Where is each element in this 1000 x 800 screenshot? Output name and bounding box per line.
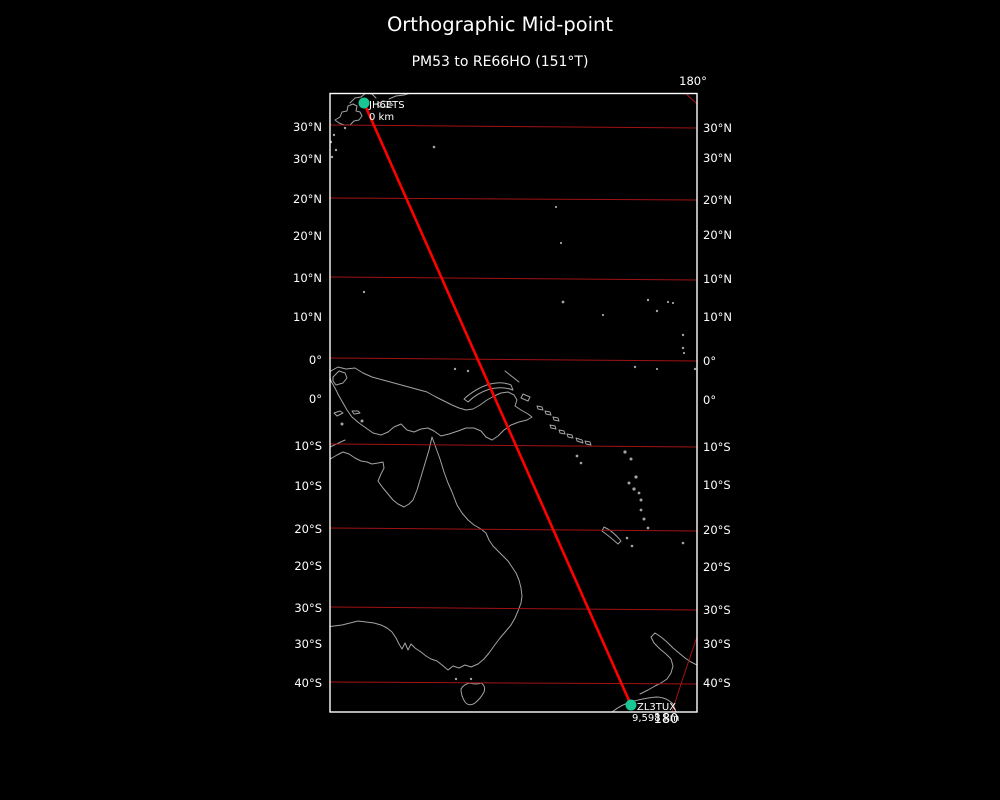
lat-tick-label: 10°N [703, 272, 732, 286]
meridian-gridlines [671, 93, 697, 712]
end-marker-distance: 9,598 km [632, 713, 680, 724]
meridian-label-bottom: 180 [653, 712, 679, 727]
lat-tick-label: 20°N [703, 228, 732, 242]
lat-tick-label: 30°S [703, 603, 731, 617]
lat-tick-label: 30°S [703, 637, 731, 651]
lat-tick-label: 10°N [703, 310, 732, 324]
lat-tick-label: 30°N [703, 121, 732, 135]
lat-tick-label: 30°S [294, 637, 322, 651]
lat-tick-label: 10°S [703, 478, 731, 492]
map-border [329, 92, 698, 713]
start-marker-callsign: JH6ETS [369, 100, 405, 111]
start-marker-dot [358, 97, 370, 109]
page-title: Orthographic Mid-point [386, 13, 614, 36]
lat-tick-label: 30°N [293, 152, 322, 166]
lat-tick-label: 20°N [293, 192, 322, 206]
coastlines [330, 93, 697, 712]
lat-tick-label: 20°S [294, 522, 322, 536]
lat-tick-label: 10°S [703, 440, 731, 454]
lat-tick-label: 0° [308, 392, 322, 406]
lat-tick-label: 20°S [703, 560, 731, 574]
lat-tick-label: 20°S [294, 559, 322, 573]
lat-tick-label: 40°S [294, 676, 322, 690]
end-marker-callsign: ZL3TUX [637, 702, 677, 713]
lat-tick-label: 0° [703, 354, 717, 368]
page-subtitle: PM53 to RE66HO (151°T) [411, 54, 589, 70]
lat-tick-label: 20°N [703, 193, 732, 207]
meridian-label-top: 180° [679, 74, 707, 88]
lat-tick-label: 20°S [703, 523, 731, 537]
lat-tick-label: 10°S [294, 479, 322, 493]
lat-tick-label: 30°S [294, 601, 322, 615]
lat-tick-label: 0° [308, 353, 322, 367]
lat-tick-label: 40°S [703, 676, 731, 690]
lat-tick-label: 0° [703, 393, 717, 407]
latitude-gridlines [330, 124, 697, 685]
great-circle-path [362, 101, 633, 707]
lat-tick-label: 30°N [293, 120, 322, 134]
lat-tick-label: 20°N [293, 229, 322, 243]
lat-tick-label: 10°N [293, 271, 322, 285]
start-marker-distance: 0 km [369, 112, 395, 123]
end-marker-dot [625, 699, 637, 711]
lat-tick-label: 10°S [294, 439, 322, 453]
lat-tick-label: 30°N [703, 151, 732, 165]
lat-tick-label: 10°N [293, 310, 322, 324]
